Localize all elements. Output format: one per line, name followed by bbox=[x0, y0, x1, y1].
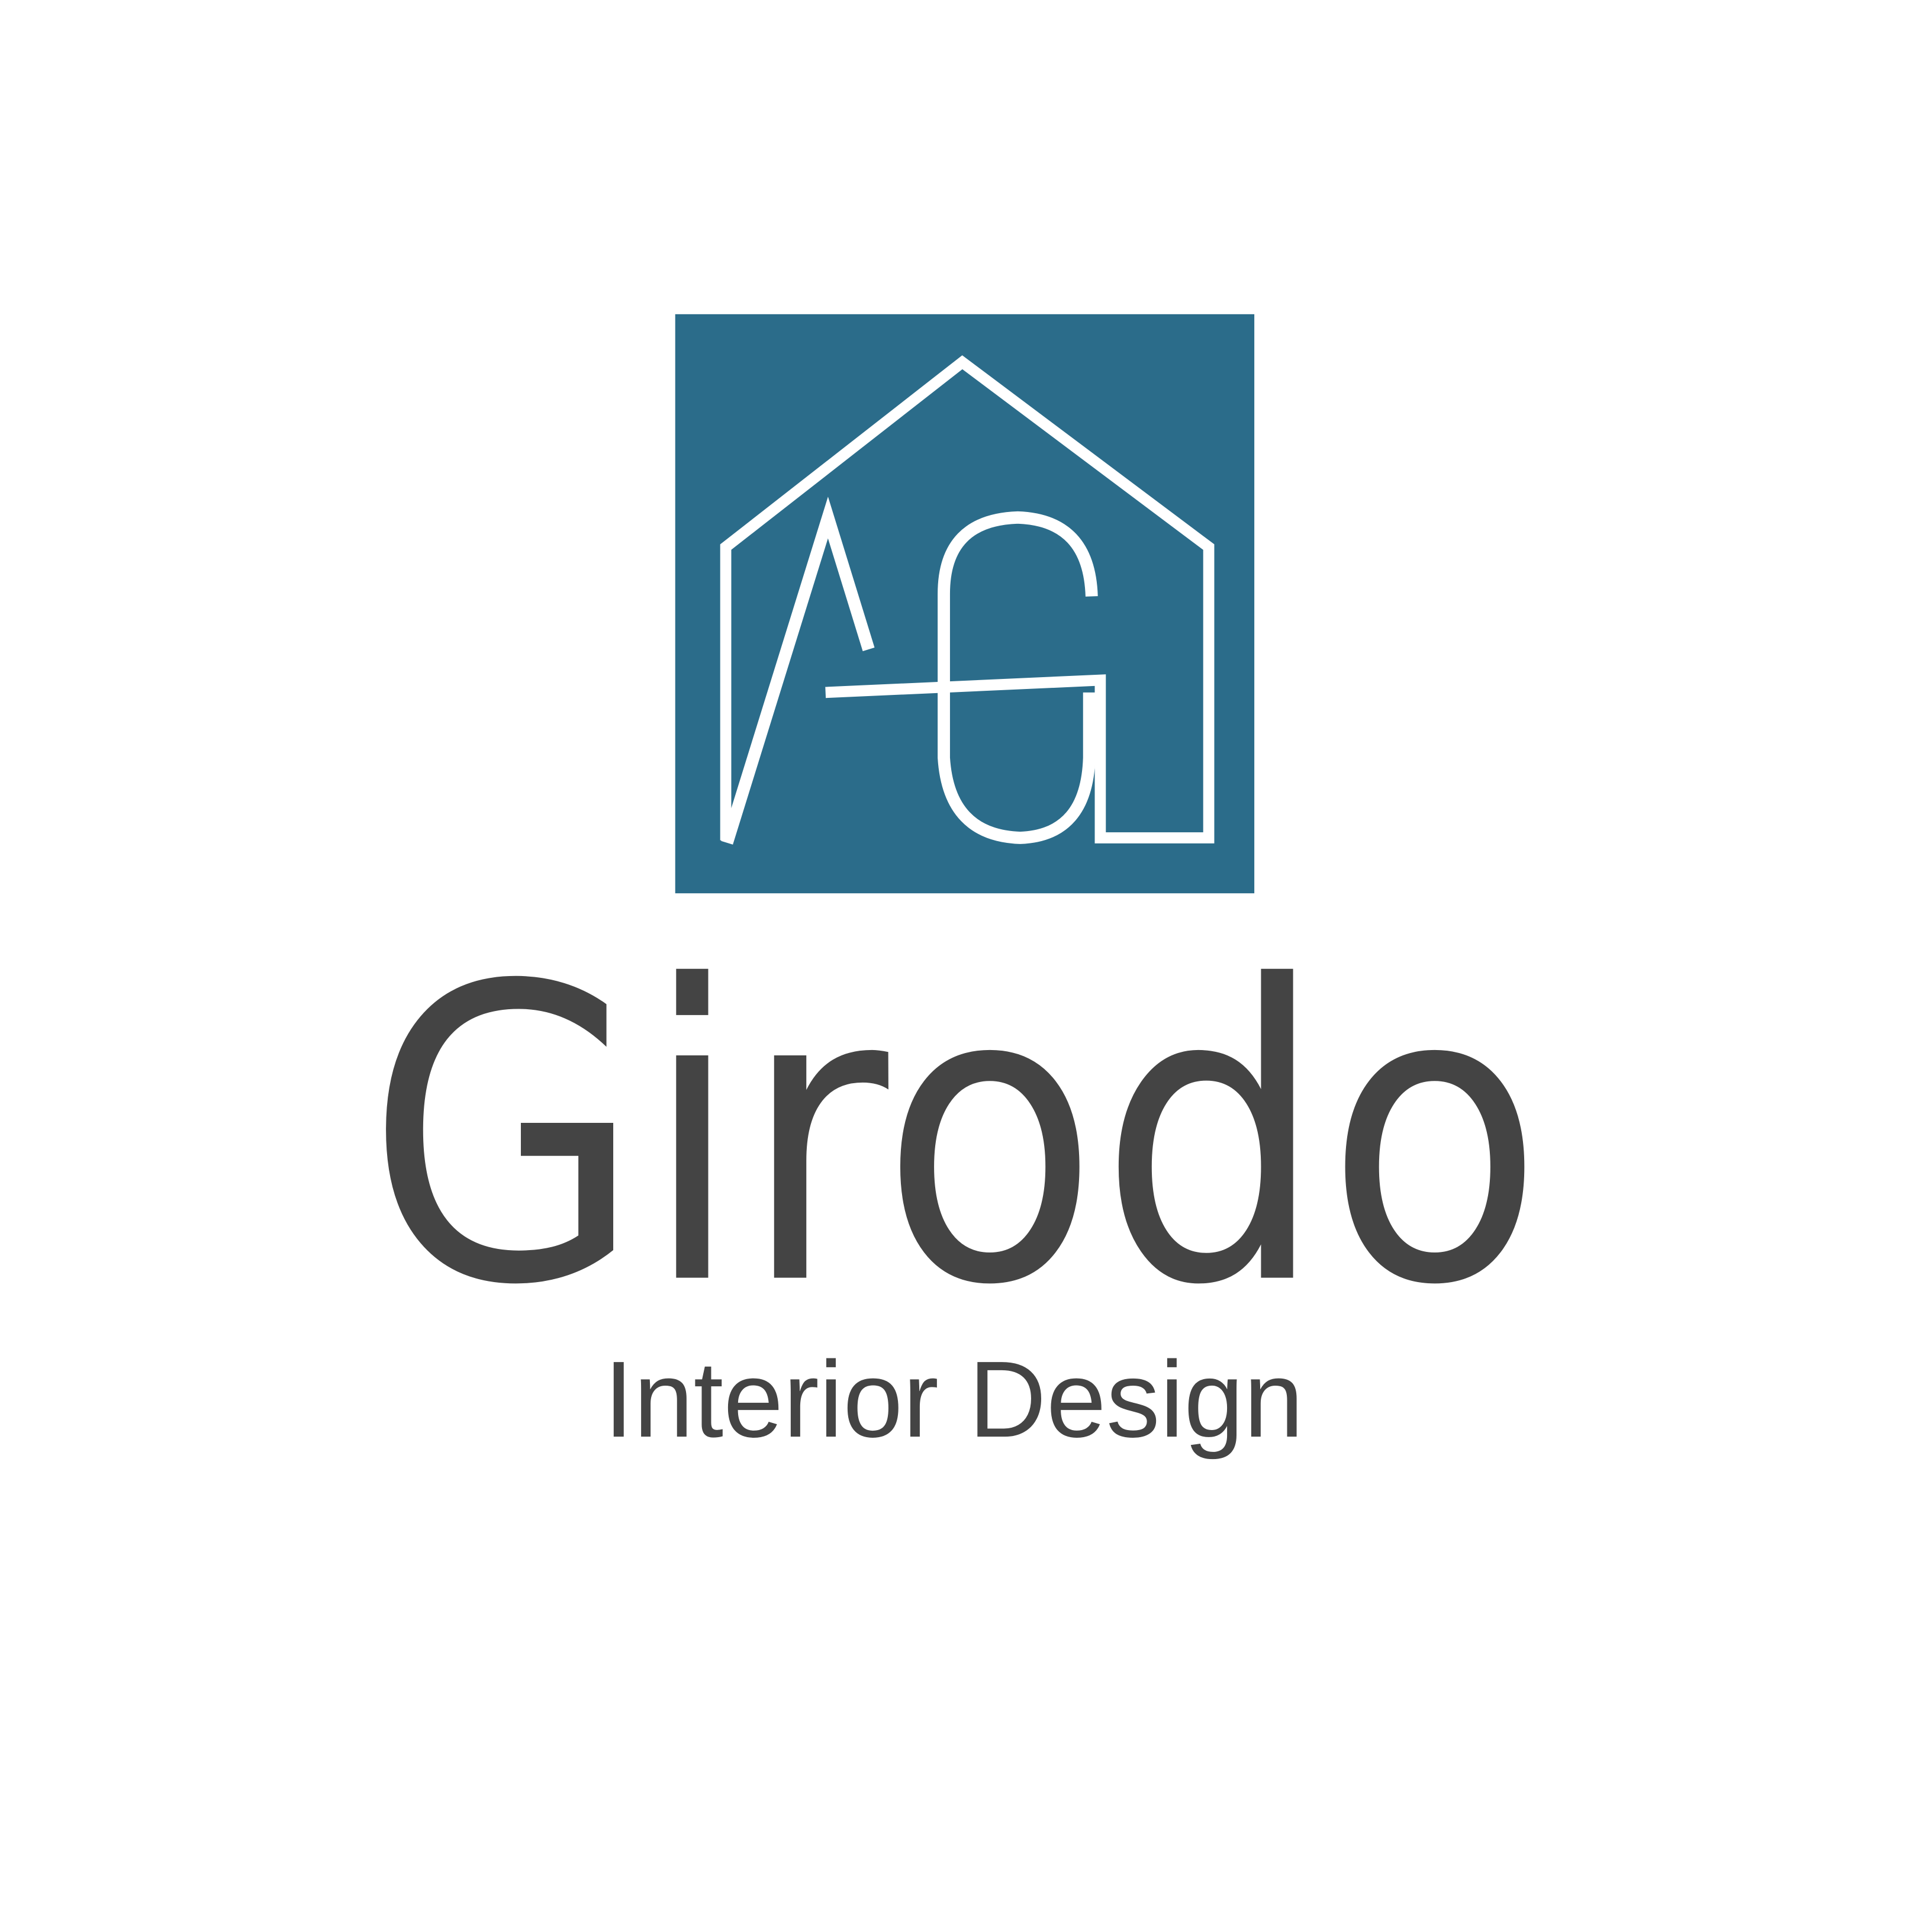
letter-a bbox=[721, 497, 875, 845]
house-outline bbox=[720, 355, 1215, 843]
letter-g bbox=[938, 511, 1098, 844]
emblem-square bbox=[675, 314, 1255, 894]
emblem bbox=[675, 314, 1255, 894]
brand-name: Girodo bbox=[366, 901, 1544, 1374]
tagline: Interior Design bbox=[604, 1338, 1303, 1460]
